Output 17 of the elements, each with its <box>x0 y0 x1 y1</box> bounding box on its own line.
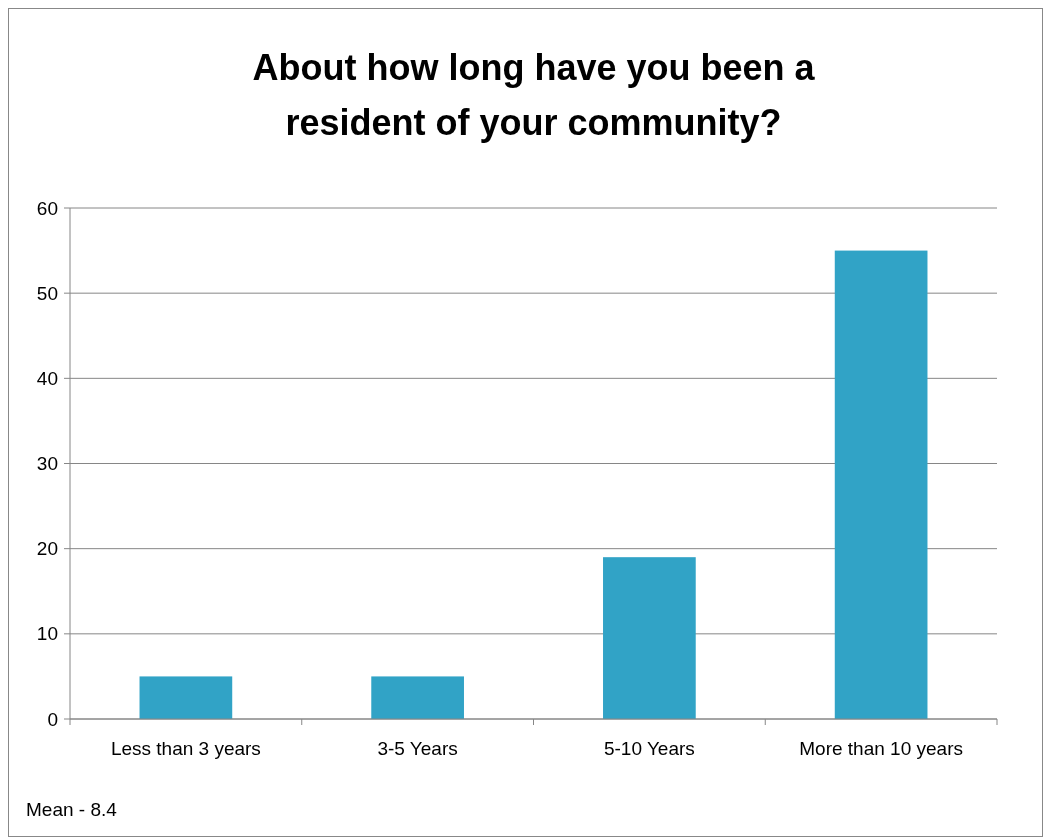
x-tick-label: 3-5 Years <box>377 738 458 759</box>
bar <box>834 250 928 719</box>
y-tick-label: 20 <box>36 538 58 560</box>
text: Mean - 8.4 <box>26 799 118 820</box>
y-tick-label: 40 <box>36 367 58 389</box>
bar <box>603 557 696 719</box>
y-tick-label: 60 <box>36 197 58 219</box>
x-tick-label: 5-10 Years <box>603 738 695 759</box>
x-tick-label: More than 10 years <box>799 738 963 759</box>
bar <box>371 676 464 719</box>
y-tick-label: 10 <box>36 623 58 645</box>
x-tick-label: Less than 3 years <box>110 738 261 759</box>
y-tick-label: 0 <box>47 708 58 730</box>
y-tick-label: 50 <box>36 282 58 304</box>
chart-title: About how long have you been a resident of your community? <box>252 47 816 143</box>
bar <box>139 676 233 719</box>
y-tick-label: 30 <box>36 453 58 475</box>
